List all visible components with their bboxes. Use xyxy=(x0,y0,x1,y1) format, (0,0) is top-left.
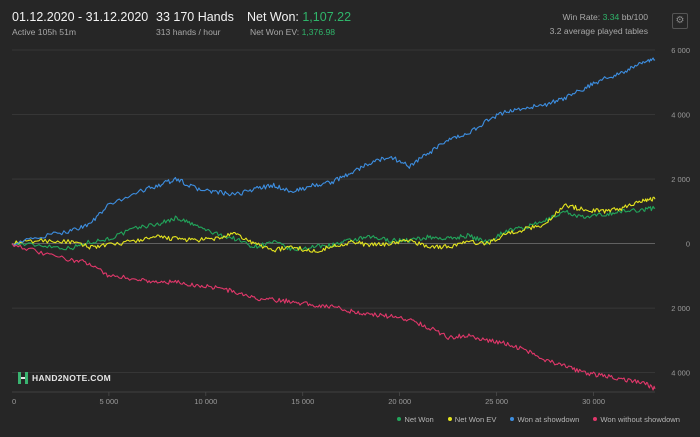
win-rate: Win Rate: 3.34 bb/100 xyxy=(562,12,648,22)
legend-label: Won without showdown xyxy=(600,414,680,424)
y-tick-label: 0 xyxy=(686,240,690,249)
y-tick-label: 2 000 xyxy=(671,175,690,184)
win-rate-unit: bb/100 xyxy=(621,12,648,22)
y-tick-label: 4 000 xyxy=(671,369,690,378)
legend-label: Net Won xyxy=(404,414,434,424)
net-won-ev-label: Net Won EV: xyxy=(250,27,300,37)
x-tick-label: 30 000 xyxy=(582,397,605,406)
x-tick-label: 20 000 xyxy=(388,397,411,406)
x-tick-label: 10 000 xyxy=(194,397,217,406)
logo-text: HAND2NOTE.COM xyxy=(32,373,111,383)
legend-item[interactable]: Won at showdown xyxy=(510,413,579,425)
net-won-label: Net Won: xyxy=(247,10,299,24)
legend-item[interactable]: Won without showdown xyxy=(593,413,680,425)
chart-legend: Net Won Net Won EV Won at showdown Won with… xyxy=(360,413,680,425)
average-tables: 3.2 average played tables xyxy=(549,26,648,36)
legend-item[interactable]: Net Won xyxy=(397,413,434,425)
x-tick-label: 25 000 xyxy=(485,397,508,406)
y-tick-label: 4 000 xyxy=(671,111,690,120)
stats-header: 01.12.2020 - 31.12.2020 Active 105h 51m … xyxy=(0,0,700,44)
y-tick-label: 6 000 xyxy=(671,46,690,55)
x-tick-label: 5 000 xyxy=(100,397,119,406)
legend-dot xyxy=(447,417,452,421)
legend-label: Won at showdown xyxy=(517,414,580,424)
series-line-net-won-ev xyxy=(11,196,656,253)
series-line-won-at-showdown xyxy=(11,57,656,246)
net-won-summary: Net Won: 1,107.22 xyxy=(247,10,351,24)
date-range: 01.12.2020 - 31.12.2020 xyxy=(12,10,149,24)
gear-icon[interactable]: ⚙ xyxy=(672,13,688,29)
net-won-ev-value: 1,376.98 xyxy=(301,27,336,37)
win-rate-label: Win Rate: xyxy=(562,12,601,22)
logo-icon xyxy=(18,372,28,384)
legend-label: Net Won EV xyxy=(454,414,497,424)
net-won-value: 1,107.22 xyxy=(302,10,352,24)
legend-dot xyxy=(397,417,402,421)
hand2note-logo: HAND2NOTE.COM xyxy=(18,372,111,384)
net-won-ev-summary: Net Won EV: 1,376.98 xyxy=(250,27,335,37)
active-time: Active 105h 51m xyxy=(12,27,77,37)
legend-dot xyxy=(593,417,598,421)
profit-chart: 6 000 4 000 2 000 0 2 000 4 000 0 5 000 10 000 15… xyxy=(11,46,690,406)
win-rate-value: 3.34 xyxy=(602,12,620,22)
x-tick-label: 15 000 xyxy=(291,397,314,406)
legend-dot xyxy=(510,417,515,421)
y-tick-label: 2 000 xyxy=(671,304,690,313)
x-tick-label: 0 xyxy=(12,397,16,406)
series-line-won-without-showdown xyxy=(11,243,656,391)
hands-per-hour: 313 hands / hour xyxy=(156,27,221,37)
legend-item[interactable]: Net Won EV xyxy=(447,413,497,425)
hands-count: 33 170 Hands xyxy=(156,10,234,24)
series-line-net-won xyxy=(11,205,656,252)
